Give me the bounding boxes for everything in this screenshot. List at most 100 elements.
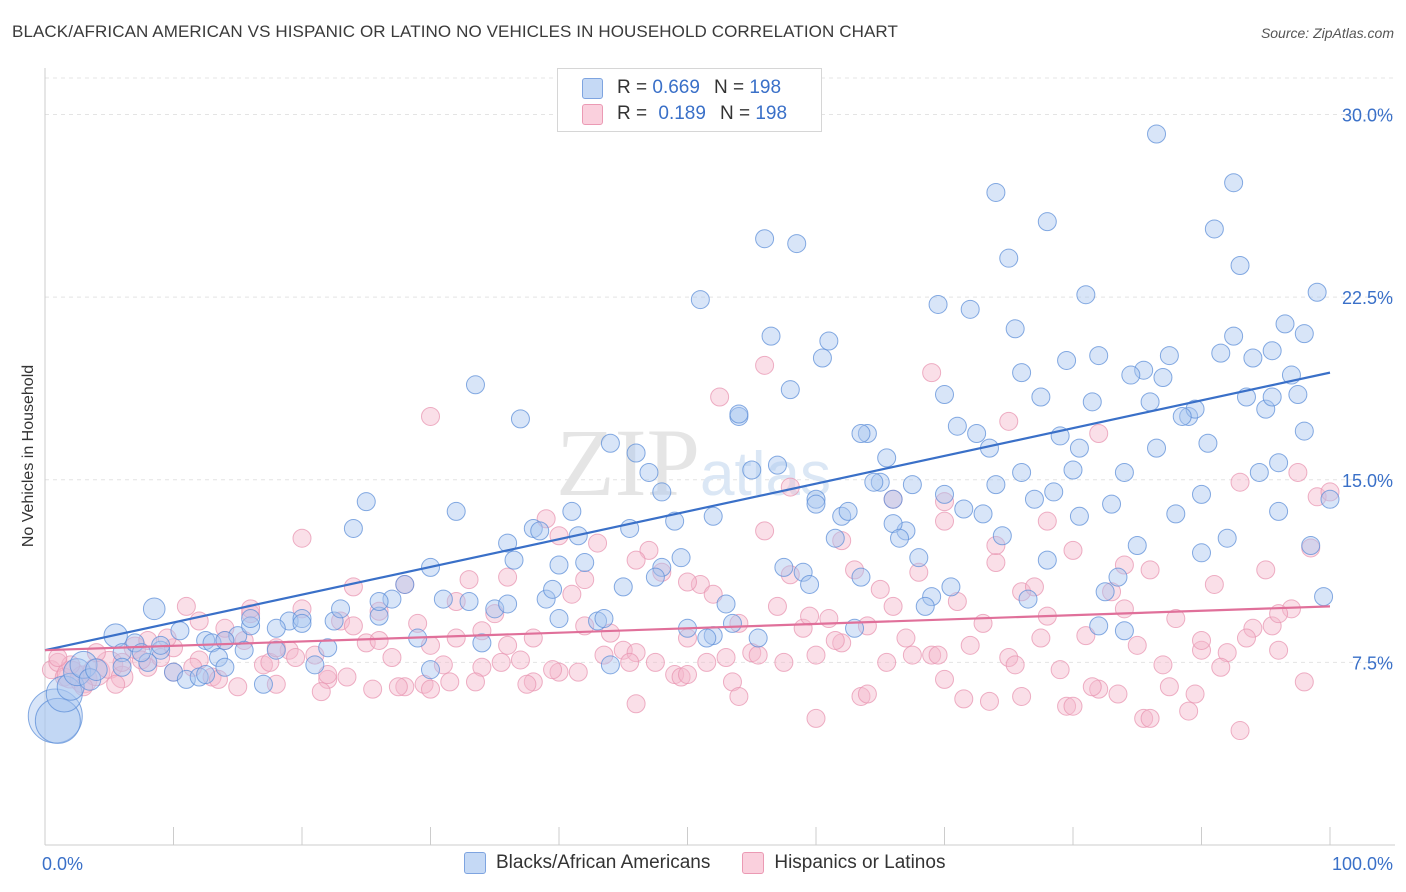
data-point [1192,630,1211,650]
data-point [857,684,877,704]
data-point [954,499,974,519]
data-point [311,682,331,702]
data-point [1166,504,1186,524]
series-legend: Blacks/African Americans Hispanics or La… [464,852,977,874]
data-point [703,584,723,604]
data-point [1314,587,1334,607]
data-point [465,375,485,395]
data-point [1050,660,1070,680]
data-point [986,536,1006,556]
data-point [716,648,736,668]
data-point [1243,618,1263,638]
data-point [896,628,916,648]
data-point [1288,462,1308,482]
data-point [652,562,672,582]
data-point [34,697,81,744]
data-point [1037,511,1057,531]
data-point [498,594,518,614]
data-point [1114,599,1134,619]
data-point [825,528,845,548]
data-point [363,679,383,699]
data-point [620,652,640,672]
data-point [1185,684,1205,704]
data-point [1236,628,1256,648]
data-point [266,640,286,660]
data-point [1294,421,1314,441]
legend-row-blue: R = 0.669 N = 198 [582,77,781,99]
data-point [697,628,717,648]
pink-swatch [742,852,765,874]
data-point [1024,577,1044,597]
data-point [241,616,261,636]
data-point [292,613,312,633]
data-point [1230,255,1250,275]
data-point [504,550,524,570]
data-point [986,182,1006,202]
data-point [562,501,582,521]
data-point [967,423,987,443]
data-point [851,567,871,587]
x-tick-label: 0.0% [42,854,83,874]
data-point [1037,212,1057,232]
n-label: N = [719,103,751,124]
data-point [922,587,942,607]
data-point [767,455,787,475]
legend-label-blacks: Blacks/African Americans [496,852,711,873]
data-point [549,555,569,575]
data-point [1269,640,1289,660]
data-point [48,648,68,668]
data-point [1147,124,1167,144]
data-point [935,385,954,405]
data-point [1159,346,1179,366]
data-point [369,606,389,626]
data-point [774,652,794,672]
data-point [909,548,929,568]
data-point [697,652,717,672]
data-point [543,579,563,599]
data-point [1037,550,1057,570]
data-point [369,592,389,612]
data-point [234,640,254,660]
data-point [575,553,595,573]
data-point [883,596,903,616]
r-label: R = [617,103,648,124]
data-point [1256,560,1276,580]
data-point [568,662,588,682]
data-point [806,489,826,509]
data-point [318,665,338,685]
trend-line-hispanics [44,605,1331,652]
data-point [536,509,556,529]
data-point [369,630,389,650]
data-point [678,572,697,592]
data-point [305,655,325,675]
data-point [999,411,1019,431]
data-point [1217,528,1237,548]
y-tick-label: 7.5% [1352,653,1393,673]
data-point [678,665,697,685]
data-point [729,404,749,424]
data-point [774,557,794,577]
data-point [999,248,1019,268]
data-point [1089,346,1109,366]
data-point [671,548,691,568]
source-label: Source: ZipAtlas.com [1260,25,1394,41]
data-point [960,635,980,655]
pink-swatch [582,103,603,125]
data-point [639,462,659,482]
data-point [825,630,845,650]
data-point [845,560,865,580]
data-point [1012,462,1032,482]
data-point [1262,616,1282,636]
data-point [343,577,363,597]
x-tick-label: 100.0% [1332,854,1393,874]
data-point [645,652,665,672]
data-point [1172,406,1192,426]
data-point [716,594,736,614]
data-point [421,660,440,680]
data-point [485,604,505,624]
data-point [999,648,1019,668]
data-point [935,484,954,504]
data-point [215,657,235,677]
data-point [433,589,453,609]
